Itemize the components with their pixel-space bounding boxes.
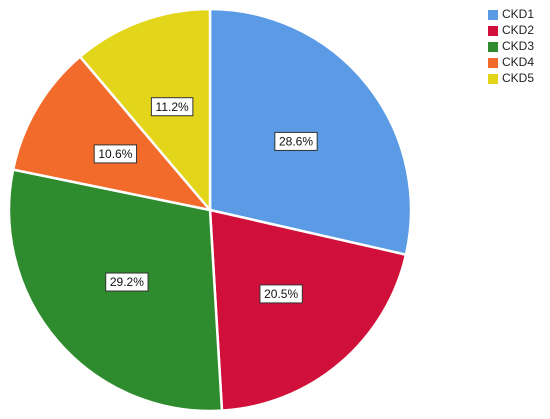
legend-swatch — [488, 26, 498, 36]
data-label: 28.6% — [279, 135, 313, 149]
data-label-box — [105, 272, 149, 292]
data-label-box — [274, 131, 318, 151]
data-label-box — [93, 144, 138, 164]
data-label-box — [150, 97, 194, 117]
data-label-box — [259, 284, 303, 304]
legend-swatch — [488, 58, 498, 68]
pie-slice — [208, 7, 413, 257]
legend-label: CKD4 — [502, 55, 534, 69]
data-label: 29.2% — [110, 275, 144, 289]
legend-label: CKD5 — [502, 71, 534, 85]
legend-label: CKD2 — [502, 23, 534, 37]
data-label: 20.5% — [264, 287, 298, 301]
legend-swatch — [488, 10, 498, 20]
data-label: 10.6% — [98, 147, 132, 161]
legend-swatch — [488, 74, 498, 84]
pie-slice — [11, 54, 214, 212]
pie-slice — [78, 7, 212, 214]
legend-swatch — [488, 42, 498, 52]
legend-label: CKD1 — [502, 7, 534, 21]
pie-slice — [208, 208, 408, 412]
data-label: 11.2% — [156, 100, 189, 114]
legend-label: CKD3 — [502, 39, 534, 53]
